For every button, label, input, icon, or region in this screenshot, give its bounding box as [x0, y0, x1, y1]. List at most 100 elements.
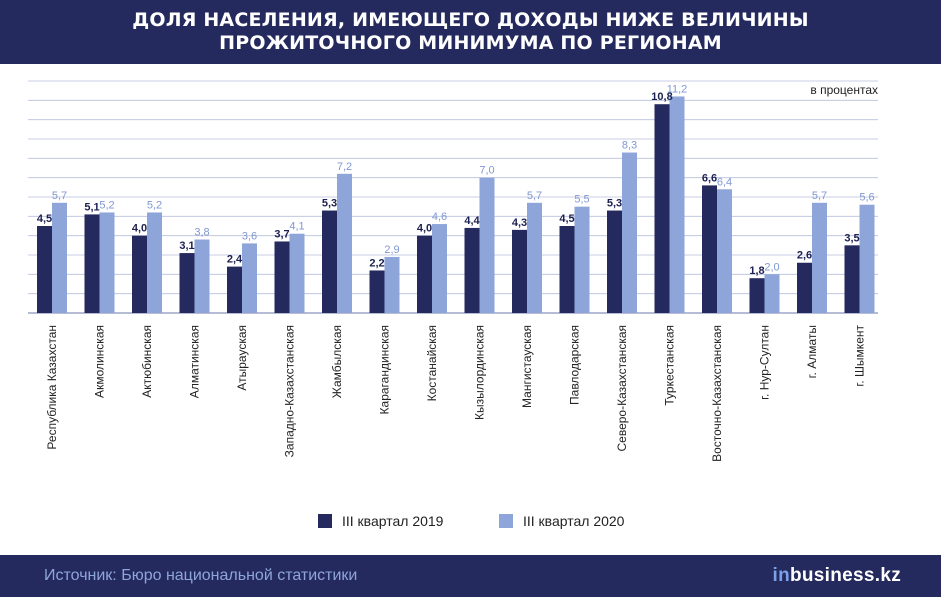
bar-2019 — [607, 210, 622, 313]
footer: Источник: Бюро национальной статистики i… — [0, 555, 941, 597]
category-label: Костанайская — [425, 325, 439, 401]
bar-2019 — [844, 245, 860, 313]
value-label-2019: 10,8 — [651, 91, 672, 103]
bar-2019 — [797, 262, 812, 313]
value-label-2019: 2,6 — [797, 250, 812, 262]
value-label-2020: 5,7 — [527, 190, 542, 202]
category-label: Акмолинская — [93, 325, 107, 398]
bar-2019 — [322, 210, 337, 313]
bar-2020 — [384, 256, 400, 313]
category-label: г. Шымкент — [853, 325, 867, 387]
category-label: Алматинская — [188, 325, 202, 398]
bar-2020 — [242, 243, 257, 313]
category-label: Мангистауская — [520, 325, 534, 408]
source-text: Источник: Бюро национальной статистики — [44, 567, 358, 584]
value-label-2019: 4,0 — [132, 223, 147, 235]
value-label-2019: 5,1 — [84, 201, 99, 213]
value-label-2019: 4,5 — [559, 213, 574, 225]
value-label-2019: 4,3 — [512, 217, 527, 229]
category-label: Павлодарская — [568, 325, 582, 405]
bar-2020 — [574, 206, 590, 313]
bar-2020 — [337, 173, 352, 313]
value-label-2020: 7,2 — [337, 161, 352, 173]
value-label-2020: 2,9 — [384, 244, 399, 256]
chart-title-line-2: ПРОЖИТОЧНОГО МИНИМУМА ПО РЕГИОНАМ — [219, 32, 722, 54]
value-label-2019: 5,3 — [322, 198, 337, 210]
legend-item-2019: III квартал 2019 — [318, 513, 443, 529]
bar-2020 — [99, 212, 115, 313]
bar-2019 — [132, 235, 147, 313]
brand-logo[interactable]: inbusiness.kz — [772, 565, 901, 587]
bar-2019 — [749, 278, 765, 313]
value-label-2019: 4,4 — [464, 215, 480, 227]
category-label: Атырауская — [235, 325, 249, 391]
bar-2020 — [812, 202, 827, 313]
category-label: Западно-Казахстанская — [283, 325, 297, 457]
value-label-2019: 3,5 — [844, 232, 859, 244]
bar-2019 — [702, 185, 717, 313]
value-label-2020: 5,7 — [52, 190, 67, 202]
bar-2020 — [147, 212, 162, 313]
chart-header: ДОЛЯ НАСЕЛЕНИЯ, ИМЕЮЩЕГО ДОХОДЫ НИЖЕ ВЕЛ… — [0, 0, 941, 64]
value-label-2020: 6,4 — [717, 176, 732, 188]
legend-swatch-2019 — [318, 514, 332, 528]
unit-label: в процентах — [810, 83, 878, 97]
value-label-2019: 1,8 — [749, 265, 764, 277]
value-label-2019: 6,6 — [702, 172, 717, 184]
grid-lines — [28, 80, 878, 314]
value-label-2020: 3,6 — [242, 230, 257, 242]
bar-2020 — [764, 274, 780, 313]
brand-rest: business.kz — [789, 565, 901, 586]
value-label-2020: 5,2 — [147, 199, 162, 211]
value-label-2019: 2,2 — [369, 257, 384, 269]
value-label-2020: 5,7 — [812, 190, 827, 202]
bar-2019 — [369, 270, 385, 313]
bar-2019 — [179, 253, 195, 313]
category-label: Жамбылская — [330, 325, 344, 398]
value-label-2019: 5,3 — [607, 198, 622, 210]
category-label: Северо-Казахстанская — [615, 325, 629, 452]
category-label: г. Алматы — [805, 325, 819, 378]
value-label-2019: 3,1 — [179, 240, 194, 252]
legend-label-2019: III квартал 2019 — [342, 513, 444, 529]
bar-2019 — [464, 227, 480, 313]
value-label-2019: 4,0 — [417, 223, 432, 235]
category-label: Туркестанская — [663, 325, 677, 406]
category-label: Актюбинская — [140, 325, 154, 398]
value-label-2020: 4,1 — [289, 221, 304, 233]
chart-title-line-1: ДОЛЯ НАСЕЛЕНИЯ, ИМЕЮЩЕГО ДОХОДЫ НИЖЕ ВЕЛ… — [132, 9, 809, 31]
bar-2019 — [274, 241, 290, 313]
value-label-2020: 8,3 — [622, 140, 637, 152]
bar-2020 — [669, 96, 685, 313]
value-label-2019: 3,7 — [274, 228, 289, 240]
bar-2019 — [417, 235, 432, 313]
bar-2019 — [37, 226, 52, 313]
category-label: Республика Казахстан — [45, 325, 59, 450]
category-label: г. Нур-Султан — [758, 325, 772, 400]
value-labels: 4,55,75,1 5,24,05,23,13,82,43,6 3,74,15,37… — [37, 83, 875, 277]
bar-2020 — [289, 233, 305, 313]
bar-2020 — [432, 224, 447, 313]
bar-2020 — [717, 189, 732, 313]
bar-2019 — [559, 226, 575, 313]
value-label-2020: 7,0 — [479, 165, 494, 177]
legend: III квартал 2019 III квартал 2020 — [0, 513, 941, 533]
value-label-2020: 3,8 — [194, 227, 209, 239]
value-label-2020: 5,6 — [859, 192, 874, 204]
bar-2019 — [84, 214, 100, 313]
category-label: Кызылординская — [473, 325, 487, 420]
legend-swatch-2020 — [499, 514, 513, 528]
bar-chart: в процентах 4,55,75,1 5,24,05,23,13,82,43… — [28, 80, 878, 462]
value-label-2020: 5,2 — [99, 199, 114, 211]
brand-prefix: in — [772, 565, 790, 586]
bar-2020 — [527, 202, 542, 313]
bar-2020 — [859, 204, 875, 313]
value-label-2019: 4,5 — [37, 213, 52, 225]
bar-2020 — [622, 152, 637, 313]
bar-2020 — [52, 202, 67, 313]
value-label-2020: 2,0 — [764, 261, 779, 273]
value-label-2020: 5,5 — [574, 194, 589, 206]
bar-2019 — [654, 104, 670, 313]
value-label-2020: 4,6 — [432, 211, 447, 223]
legend-label-2020: III квартал 2020 — [523, 513, 625, 529]
